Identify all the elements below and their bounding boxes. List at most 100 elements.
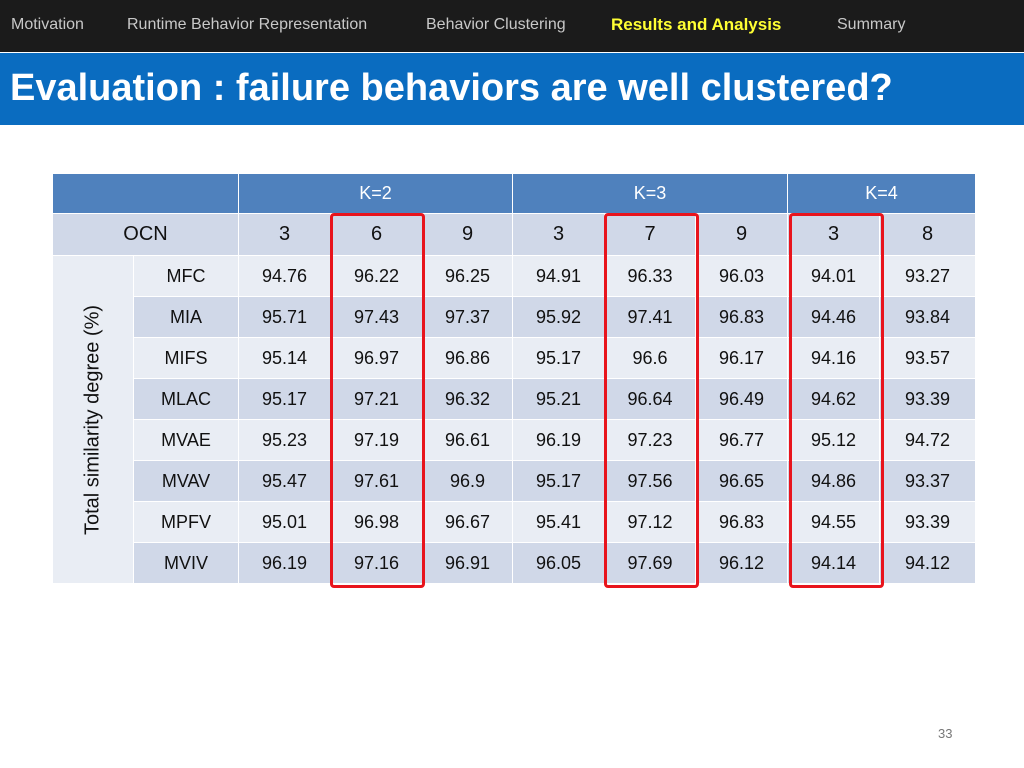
similarity-value-cell: 93.27 xyxy=(879,255,977,297)
similarity-value-cell: 93.39 xyxy=(879,378,977,420)
nav-item-runtime-behavior-representation[interactable]: Runtime Behavior Representation xyxy=(127,16,368,33)
similarity-value-cell: 96.6 xyxy=(604,337,697,379)
similarity-value-cell: 96.97 xyxy=(330,337,423,379)
similarity-value-cell: 94.01 xyxy=(787,255,881,297)
similarity-value-cell: 95.21 xyxy=(512,378,606,420)
nav-item-summary[interactable]: Summary xyxy=(837,16,906,33)
similarity-value-cell: 96.19 xyxy=(238,542,331,584)
metric-label: Total similarity degree (%) xyxy=(81,304,104,535)
similarity-value-cell: 96.9 xyxy=(421,460,514,502)
similarity-value-cell: 96.25 xyxy=(421,255,514,297)
similarity-value-cell: 94.91 xyxy=(512,255,606,297)
table-row: MVAE 95.23 97.19 96.61 96.19 97.23 96.77 95.12 9… xyxy=(53,419,977,461)
ocn-value: 8 xyxy=(879,213,977,256)
similarity-value-cell: 97.43 xyxy=(330,296,423,338)
similarity-value-cell: 96.83 xyxy=(695,501,789,543)
similarity-value-cell: 95.47 xyxy=(238,460,331,502)
similarity-value-cell: 97.69 xyxy=(604,542,697,584)
method-name: MLAC xyxy=(133,378,239,420)
similarity-value-cell: 97.12 xyxy=(604,501,697,543)
similarity-value-cell: 96.61 xyxy=(421,419,514,461)
method-name: MPFV xyxy=(133,501,239,543)
similarity-value-cell: 97.37 xyxy=(421,296,514,338)
similarity-value-cell: 97.19 xyxy=(330,419,423,461)
similarity-value-cell: 95.17 xyxy=(512,460,606,502)
page-number: 33 xyxy=(938,726,953,741)
similarity-value-cell: 93.39 xyxy=(879,501,977,543)
similarity-value-cell: 94.12 xyxy=(879,542,977,584)
similarity-value-cell: 97.21 xyxy=(330,378,423,420)
method-name: MVIV xyxy=(133,542,239,584)
ocn-value: 7 xyxy=(604,213,697,256)
similarity-value-cell: 96.22 xyxy=(330,255,423,297)
similarity-value-cell: 95.17 xyxy=(512,337,606,379)
similarity-value-cell: 97.56 xyxy=(604,460,697,502)
similarity-value-cell: 94.72 xyxy=(879,419,977,461)
similarity-value-cell: 96.49 xyxy=(695,378,789,420)
similarity-value-cell: 96.12 xyxy=(695,542,789,584)
slide-title: Evaluation : failure behaviors are well … xyxy=(10,67,893,109)
title-bar: Evaluation : failure behaviors are well … xyxy=(0,53,1024,125)
method-name: MVAV xyxy=(133,460,239,502)
similarity-value-cell: 97.16 xyxy=(330,542,423,584)
k-header-row: K=2 K=3 K=4 xyxy=(52,173,977,214)
similarity-value-cell: 96.32 xyxy=(421,378,514,420)
ocn-value: 6 xyxy=(330,213,423,256)
similarity-value-cell: 95.23 xyxy=(238,419,331,461)
similarity-value-cell: 97.23 xyxy=(604,419,697,461)
method-name: MIFS xyxy=(133,337,239,379)
ocn-value: 3 xyxy=(787,213,881,256)
metric-label-cell: Total similarity degree (%) xyxy=(52,255,134,584)
method-name: MVAE xyxy=(133,419,239,461)
nav-item-results-and-analysis[interactable]: Results and Analysis xyxy=(611,15,782,34)
table-row: MLAC 95.17 97.21 96.32 95.21 96.64 96.49 94.62 9… xyxy=(53,378,977,420)
similarity-value-cell: 95.92 xyxy=(512,296,606,338)
similarity-value-cell: 96.65 xyxy=(695,460,789,502)
similarity-value-cell: 96.05 xyxy=(512,542,606,584)
method-name: MIA xyxy=(133,296,239,338)
table-row: MVIV 96.19 97.16 96.91 96.05 97.69 96.12 94.14 9… xyxy=(53,542,977,584)
ocn-label: OCN xyxy=(52,213,239,256)
similarity-value-cell: 94.16 xyxy=(787,337,881,379)
ocn-value: 3 xyxy=(512,213,606,256)
table-row: MIFS 95.14 96.97 96.86 95.17 96.6 96.17 94.16 93… xyxy=(53,337,977,379)
similarity-value-cell: 93.37 xyxy=(879,460,977,502)
ocn-value: 3 xyxy=(238,213,331,256)
similarity-value-cell: 95.01 xyxy=(238,501,331,543)
top-navigation: Motivation Runtime Behavior Representati… xyxy=(0,0,1024,52)
similarity-value-cell: 95.71 xyxy=(238,296,331,338)
similarity-value-cell: 97.61 xyxy=(330,460,423,502)
similarity-value-cell: 94.46 xyxy=(787,296,881,338)
k-header: K=4 xyxy=(787,173,977,214)
similarity-value-cell: 95.12 xyxy=(787,419,881,461)
corner-cell xyxy=(52,173,239,214)
similarity-value-cell: 96.83 xyxy=(695,296,789,338)
similarity-value-cell: 95.17 xyxy=(238,378,331,420)
table-row: MPFV 95.01 96.98 96.67 95.41 97.12 96.83 94.55 9… xyxy=(53,501,977,543)
table-row: MVAV 95.47 97.61 96.9 95.17 97.56 96.65 94.86 93… xyxy=(53,460,977,502)
table-row: MIA 95.71 97.43 97.37 95.92 97.41 96.83 94.46 93… xyxy=(53,296,977,338)
method-name: MFC xyxy=(133,255,239,297)
similarity-value-cell: 94.62 xyxy=(787,378,881,420)
similarity-value-cell: 96.86 xyxy=(421,337,514,379)
table-row: Total similarity degree (%) MFC 94.76 96.22… xyxy=(52,255,977,584)
nav-item-behavior-clustering[interactable]: Behavior Clustering xyxy=(426,16,566,33)
nav-item-motivation[interactable]: Motivation xyxy=(11,16,84,33)
similarity-value-cell: 96.64 xyxy=(604,378,697,420)
similarity-value-cell: 96.67 xyxy=(421,501,514,543)
similarity-value-cell: 95.41 xyxy=(512,501,606,543)
k-header: K=2 xyxy=(237,173,514,214)
similarity-value-cell: 94.14 xyxy=(787,542,881,584)
results-table: K=2 K=3 K=4 OCN 3 6 9 3 7 9 3 8 Total si… xyxy=(52,173,977,584)
k-header: K=3 xyxy=(512,173,789,214)
similarity-value-cell: 96.33 xyxy=(604,255,697,297)
similarity-value-cell: 96.98 xyxy=(330,501,423,543)
ocn-value: 9 xyxy=(695,213,789,256)
similarity-value-cell: 96.91 xyxy=(421,542,514,584)
similarity-value-cell: 94.86 xyxy=(787,460,881,502)
ocn-row: OCN 3 6 9 3 7 9 3 8 xyxy=(52,213,977,256)
similarity-value-cell: 96.77 xyxy=(695,419,789,461)
similarity-value-cell: 95.14 xyxy=(238,337,331,379)
ocn-value: 9 xyxy=(421,213,514,256)
similarity-value-cell: 96.19 xyxy=(512,419,606,461)
